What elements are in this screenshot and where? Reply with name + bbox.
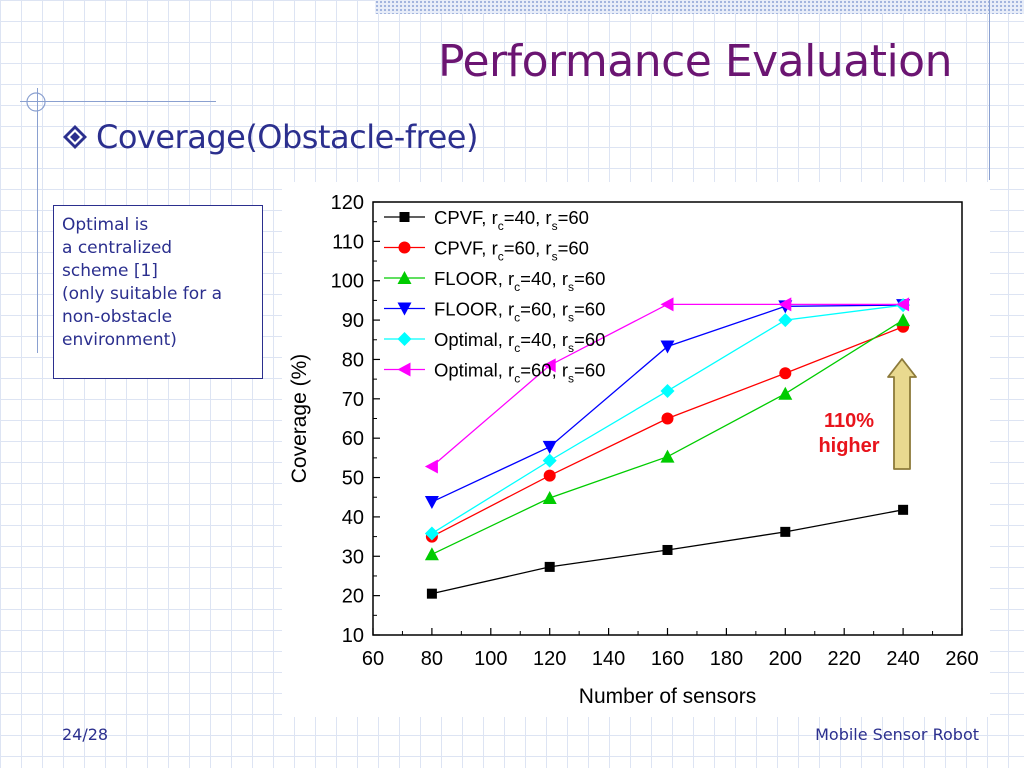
note-line: scheme [1]: [62, 261, 158, 281]
improvement-value: 110%: [823, 410, 875, 432]
x-tick-label: 120: [533, 648, 566, 670]
x-tick-label: 60: [362, 648, 384, 670]
data-point: [544, 561, 555, 572]
up-arrow-icon: [887, 358, 917, 470]
data-point: [543, 469, 556, 482]
coverage-chart: 60 80 100 120 140 160 180 200 220 240 260 10 20 30 40 5…: [288, 192, 979, 708]
note-line: (only suitable for a: [62, 284, 223, 304]
x-tick-label: 180: [710, 648, 743, 670]
data-point: [660, 340, 675, 354]
y-tick-label: 40: [342, 507, 364, 529]
data-point: [898, 504, 909, 515]
legend-label: Optimal, rc=40, rs=60: [434, 329, 605, 355]
legend-label: FLOOR, rc=60, rs=60: [434, 299, 605, 325]
y-tick-label: 70: [342, 389, 364, 411]
legend-label: CPVF, rc=60, rs=60: [434, 238, 589, 264]
data-point: [542, 358, 556, 373]
x-tick-label: 240: [886, 648, 919, 670]
data-point: [426, 588, 437, 599]
diamond-bullet-icon: [63, 125, 87, 149]
note-line: Optimal is: [62, 215, 149, 235]
data-point: [662, 544, 673, 555]
improvement-word: higher: [818, 435, 880, 457]
x-tick-label: 220: [828, 648, 861, 670]
right-vertical-rule: [989, 0, 990, 180]
legend-marker: [397, 332, 412, 346]
y-tick-label: 110: [332, 231, 364, 253]
legend-marker: [397, 362, 411, 377]
header-left-rule: [20, 101, 216, 102]
data-point: [896, 313, 911, 327]
bullet-row: Coverage(Obstacle-free): [62, 118, 478, 156]
data-point: [660, 297, 674, 312]
legend-label: CPVF, rc=40, rs=60: [434, 207, 589, 233]
x-tick-label: 100: [474, 648, 507, 670]
note-box: Optimal is a centralized scheme [1] (onl…: [53, 205, 263, 379]
data-point: [424, 547, 439, 561]
improvement-label: 110% higher: [806, 409, 892, 459]
bullet-text: Coverage(Obstacle-free): [96, 118, 478, 156]
data-point: [542, 491, 557, 505]
note-line: environment): [62, 330, 177, 350]
legend-label: FLOOR, rc=40, rs=60: [434, 268, 605, 294]
chart-background: [282, 182, 990, 717]
data-point: [424, 495, 439, 509]
note-line: a centralized: [62, 238, 173, 258]
data-point: [542, 440, 557, 454]
x-tick-label: 160: [651, 648, 684, 670]
data-point: [778, 313, 793, 328]
y-tick-label: 10: [342, 625, 364, 647]
y-tick-label: 120: [331, 192, 364, 214]
data-point: [424, 526, 439, 541]
legend-marker: [399, 212, 410, 222]
legend-marker: [397, 271, 412, 284]
data-point: [660, 449, 675, 463]
left-vertical-rule: [37, 88, 38, 353]
y-tick-label: 100: [331, 271, 364, 293]
data-point: [778, 386, 793, 400]
page-number: 24/28: [62, 725, 109, 744]
data-point: [779, 367, 792, 380]
y-tick-label: 50: [342, 468, 364, 490]
data-point: [661, 412, 674, 425]
x-tick-label: 260: [945, 648, 978, 670]
y-tick-label: 90: [342, 310, 364, 332]
x-tick-label: 140: [592, 648, 625, 670]
y-tick-label: 60: [342, 428, 364, 450]
data-point: [896, 297, 910, 312]
x-axis-label: Number of sensors: [579, 685, 756, 708]
data-point: [542, 453, 557, 468]
x-tick-label: 80: [421, 648, 443, 670]
corner-circle-ornament: [26, 92, 46, 112]
data-point: [660, 383, 675, 398]
y-tick-label: 30: [342, 546, 364, 568]
legend-label: Optimal, rc=60, rs=60: [434, 360, 605, 386]
y-axis-label: Coverage (%): [288, 354, 311, 484]
legend-marker: [398, 241, 411, 254]
footer-title: Mobile Sensor Robot: [815, 725, 979, 744]
x-tick-label: 200: [769, 648, 802, 670]
note-line: non-obstacle: [62, 307, 173, 327]
top-decorative-band: [375, 0, 1024, 14]
y-tick-label: 20: [342, 586, 364, 608]
data-point: [778, 297, 792, 312]
legend-marker: [397, 302, 412, 316]
y-tick-label: 80: [342, 349, 364, 371]
data-point: [780, 526, 791, 537]
data-point: [424, 459, 438, 474]
slide-title: Performance Evaluation: [438, 36, 952, 87]
